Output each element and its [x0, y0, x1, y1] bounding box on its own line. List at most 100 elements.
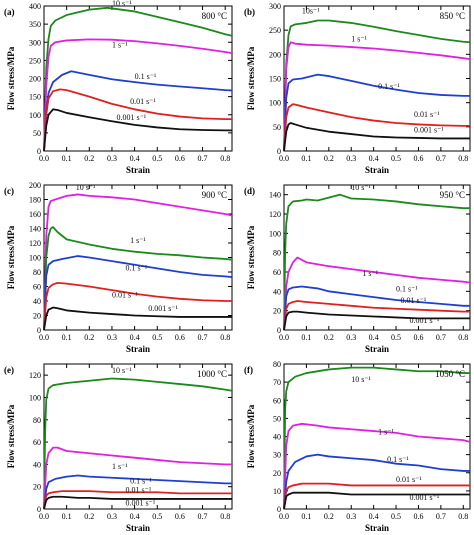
series-line — [43, 490, 232, 510]
y-tick-label: 80 — [33, 416, 41, 425]
x-tick-label: 0.3 — [346, 333, 356, 342]
series-line — [283, 491, 470, 510]
series-line — [283, 482, 470, 510]
panel-label: (d) — [244, 186, 255, 196]
curve-label: 0.1 s⁻¹ — [396, 284, 418, 293]
chart-panel: 0.0 0.1 0.2 0.3 0.4 0.5 0.6 0.7 0.8 0 50 100 150 200 2… — [244, 2, 471, 175]
series-line — [43, 474, 232, 510]
x-tick-label: 0.8 — [220, 333, 230, 342]
y-tick-label: 60 — [33, 283, 41, 292]
x-tick-label: 0.6 — [175, 333, 185, 342]
y-tick-label: 140 — [29, 225, 41, 234]
series-line — [43, 193, 233, 331]
series-line — [283, 453, 470, 510]
curve-label: 0.01 s⁻¹ — [401, 296, 427, 305]
x-tick-label: 0.4 — [130, 333, 140, 342]
curve-label: 0.01 s⁻¹ — [126, 485, 152, 494]
x-tick-label: 0.7 — [436, 154, 446, 163]
y-axis-title: Flow stress/MPa — [246, 46, 256, 110]
y-tick-label: 20 — [273, 307, 281, 316]
y-tick-label: 120 — [269, 210, 281, 219]
series-line — [43, 226, 233, 331]
x-tick-label: 0.5 — [391, 333, 401, 342]
series-line — [283, 300, 470, 331]
y-axis-title: Flow stress/MPa — [246, 225, 256, 289]
y-tick-label: 150 — [269, 75, 281, 84]
x-tick-label: 0.0 — [279, 333, 289, 342]
chart-panel: 0.0 0.1 0.2 0.3 0.4 0.5 0.6 0.7 0.8 0 50 100 150 200 2… — [4, 0, 233, 175]
plot-frame — [283, 184, 471, 331]
y-tick-label: 250 — [269, 26, 281, 35]
x-tick-label: 0.4 — [369, 154, 379, 163]
x-tick-label: 0.7 — [198, 333, 208, 342]
x-tick-label: 0.2 — [324, 333, 334, 342]
x-tick-label: 0.6 — [175, 512, 185, 521]
curve-label: 1 s⁻¹ — [112, 41, 128, 50]
curve-label: 0.1 s⁻¹ — [387, 455, 409, 464]
y-tick-label: 100 — [269, 229, 281, 238]
y-tick-label: 350 — [29, 20, 41, 29]
temperature-label: 900 °C — [202, 190, 227, 200]
temperature-label: 800 °C — [202, 11, 227, 21]
y-tick-label: 400 — [29, 2, 41, 11]
x-tick-label: 0.3 — [107, 512, 117, 521]
curve-label: 0.001 s⁻¹ — [409, 316, 439, 325]
y-tick-label: 300 — [29, 38, 41, 47]
series-line — [43, 446, 232, 510]
x-tick-label: 0.8 — [220, 154, 230, 163]
x-axis-title: Strain — [126, 344, 150, 354]
panel-label: (b) — [244, 7, 255, 17]
panel-label: (f) — [244, 365, 253, 375]
series-line — [283, 103, 470, 152]
y-tick-label: 0 — [37, 505, 41, 514]
x-tick-label: 0.2 — [84, 512, 94, 521]
y-tick-label: 50 — [33, 129, 41, 138]
x-axis-title: Strain — [365, 165, 389, 175]
y-tick-label: 100 — [29, 393, 41, 402]
curve-label: 0.001 s⁻¹ — [409, 493, 439, 502]
x-tick-label: 0.7 — [436, 512, 446, 521]
series-line — [43, 377, 233, 510]
chart-panel: 0.0 0.1 0.2 0.3 0.4 0.5 0.6 0.7 0.8 0 20 40 60 80 100 1… — [244, 183, 471, 354]
x-tick-label: 0.3 — [107, 333, 117, 342]
x-tick-label: 0.5 — [152, 333, 162, 342]
y-tick-label: 250 — [29, 56, 41, 65]
x-tick-label: 0.8 — [458, 512, 468, 521]
x-tick-label: 0.0 — [39, 154, 49, 163]
x-tick-label: 0.2 — [84, 154, 94, 163]
curve-label: 1 s⁻¹ — [351, 34, 367, 43]
x-tick-label: 0.7 — [198, 512, 208, 521]
series-line — [43, 495, 232, 510]
x-tick-label: 0.6 — [413, 512, 423, 521]
x-tick-label: 0.8 — [458, 154, 468, 163]
x-tick-label: 0.1 — [62, 512, 72, 521]
y-tick-label: 20 — [273, 469, 281, 478]
x-tick-label: 0.1 — [301, 512, 311, 521]
x-tick-label: 0.2 — [324, 512, 334, 521]
y-tick-label: 200 — [29, 75, 41, 84]
series-line — [283, 422, 471, 510]
x-tick-label: 0.4 — [369, 512, 379, 521]
x-tick-label: 0.0 — [279, 512, 289, 521]
x-axis-title: Strain — [365, 344, 389, 354]
y-axis-title: Flow stress/MPa — [246, 404, 256, 468]
x-tick-label: 0.5 — [391, 512, 401, 521]
y-tick-label: 60 — [33, 438, 41, 447]
curve-label: 0.001 s⁻¹ — [126, 499, 156, 508]
panel-label: (c) — [4, 186, 14, 196]
x-tick-label: 0.8 — [220, 512, 230, 521]
y-tick-label: 100 — [269, 99, 281, 108]
y-tick-label: 160 — [29, 210, 41, 219]
x-tick-label: 0.1 — [62, 333, 72, 342]
curve-label: 0.01 s⁻¹ — [112, 290, 138, 299]
series-line — [283, 19, 471, 152]
x-axis-title: Strain — [365, 523, 389, 533]
y-tick-label: 30 — [273, 451, 281, 460]
curve-label: 0.01 s⁻¹ — [130, 97, 156, 106]
y-tick-label: 40 — [273, 433, 281, 442]
x-tick-label: 0.5 — [152, 154, 162, 163]
temperature-label: 850 °C — [440, 11, 465, 21]
series-line — [43, 306, 232, 331]
curve-label: 0.1 s⁻¹ — [378, 82, 400, 91]
x-tick-label: 0.1 — [62, 154, 72, 163]
